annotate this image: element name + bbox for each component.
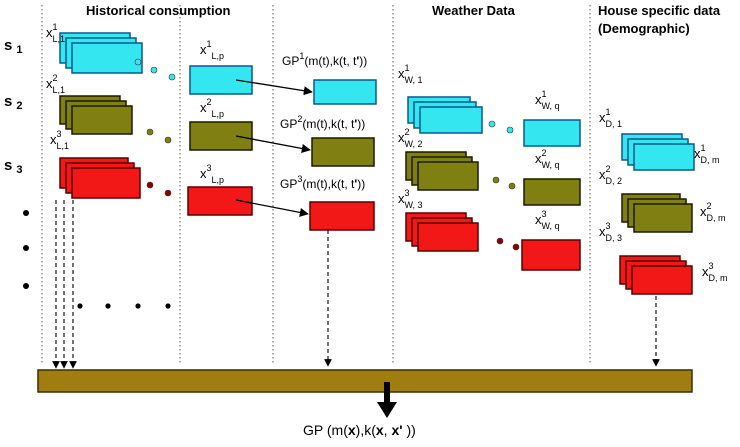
hist-label-p2: x2L,p xyxy=(200,97,224,119)
gp-box-2 xyxy=(312,138,374,166)
hist-label-x2: x2 L,1 xyxy=(46,73,65,95)
house-label-d1: x1 D, 1 xyxy=(599,107,622,129)
weather-label-q2: x2 W, q xyxy=(535,148,560,170)
header-house-line2: (Demographic) xyxy=(598,21,690,36)
hist-dots xyxy=(135,59,175,196)
hist-box-p2 xyxy=(190,122,252,150)
gp-label-1: GP1(m(t),k(t, t')) xyxy=(282,51,367,68)
house-stack-3 xyxy=(620,256,692,294)
house-label-m1: x1 D, m xyxy=(694,143,720,165)
weather-box-q3 xyxy=(522,240,580,270)
house-stack-2 xyxy=(622,194,692,232)
combined-gp-label: GP (m(x),k(x, x' )) xyxy=(303,422,416,438)
hist-stack-3 xyxy=(60,158,140,198)
house-label-d3: x3 D, 3 xyxy=(599,221,622,243)
house-label-m3: x3 D, m xyxy=(702,261,728,283)
weather-box-q2 xyxy=(524,179,580,205)
column-ellipsis xyxy=(77,303,170,308)
weather-label-w2: x2 W, 2 xyxy=(398,127,423,149)
hist-label-x3: x3 L,1 xyxy=(50,129,69,151)
weather-box-q1 xyxy=(524,120,580,146)
weather-stack-2 xyxy=(406,152,478,190)
gp-label-3: GP3(m(t),k(t, t')) xyxy=(280,174,365,191)
house-label-m2: x2 D, m xyxy=(700,201,726,223)
weather-stack-1 xyxy=(408,97,482,133)
gp-box-1 xyxy=(314,80,376,104)
hist-label-p1: x1L,p xyxy=(200,39,224,61)
header-house-line1: House specific data xyxy=(598,3,721,18)
header-weather: Weather Data xyxy=(432,3,516,18)
gp-label-2: GP2(m(t),k(t, t')) xyxy=(280,114,365,131)
hist-stack-1 xyxy=(60,33,142,73)
hist-label-p3: x3L,p xyxy=(200,163,224,185)
gp-box-3 xyxy=(310,202,374,230)
hist-box-p1 xyxy=(190,66,252,94)
house-label-d2: x2 D, 2 xyxy=(599,164,622,186)
hist-stack-2 xyxy=(60,96,132,134)
house-stack-1 xyxy=(622,134,694,170)
header-historical: Historical consumption xyxy=(86,3,231,18)
weather-stack-3 xyxy=(406,213,478,251)
weather-dots xyxy=(489,121,519,250)
weather-label-w1: x1 W, 1 xyxy=(398,63,423,85)
series-ellipsis xyxy=(23,210,29,289)
weather-label-q1: x1 W, q xyxy=(535,89,560,111)
weather-label-q3: x3 W, q xyxy=(535,209,560,231)
weather-label-w3: x3 W, 3 xyxy=(398,188,423,210)
combined-bar xyxy=(38,370,692,392)
